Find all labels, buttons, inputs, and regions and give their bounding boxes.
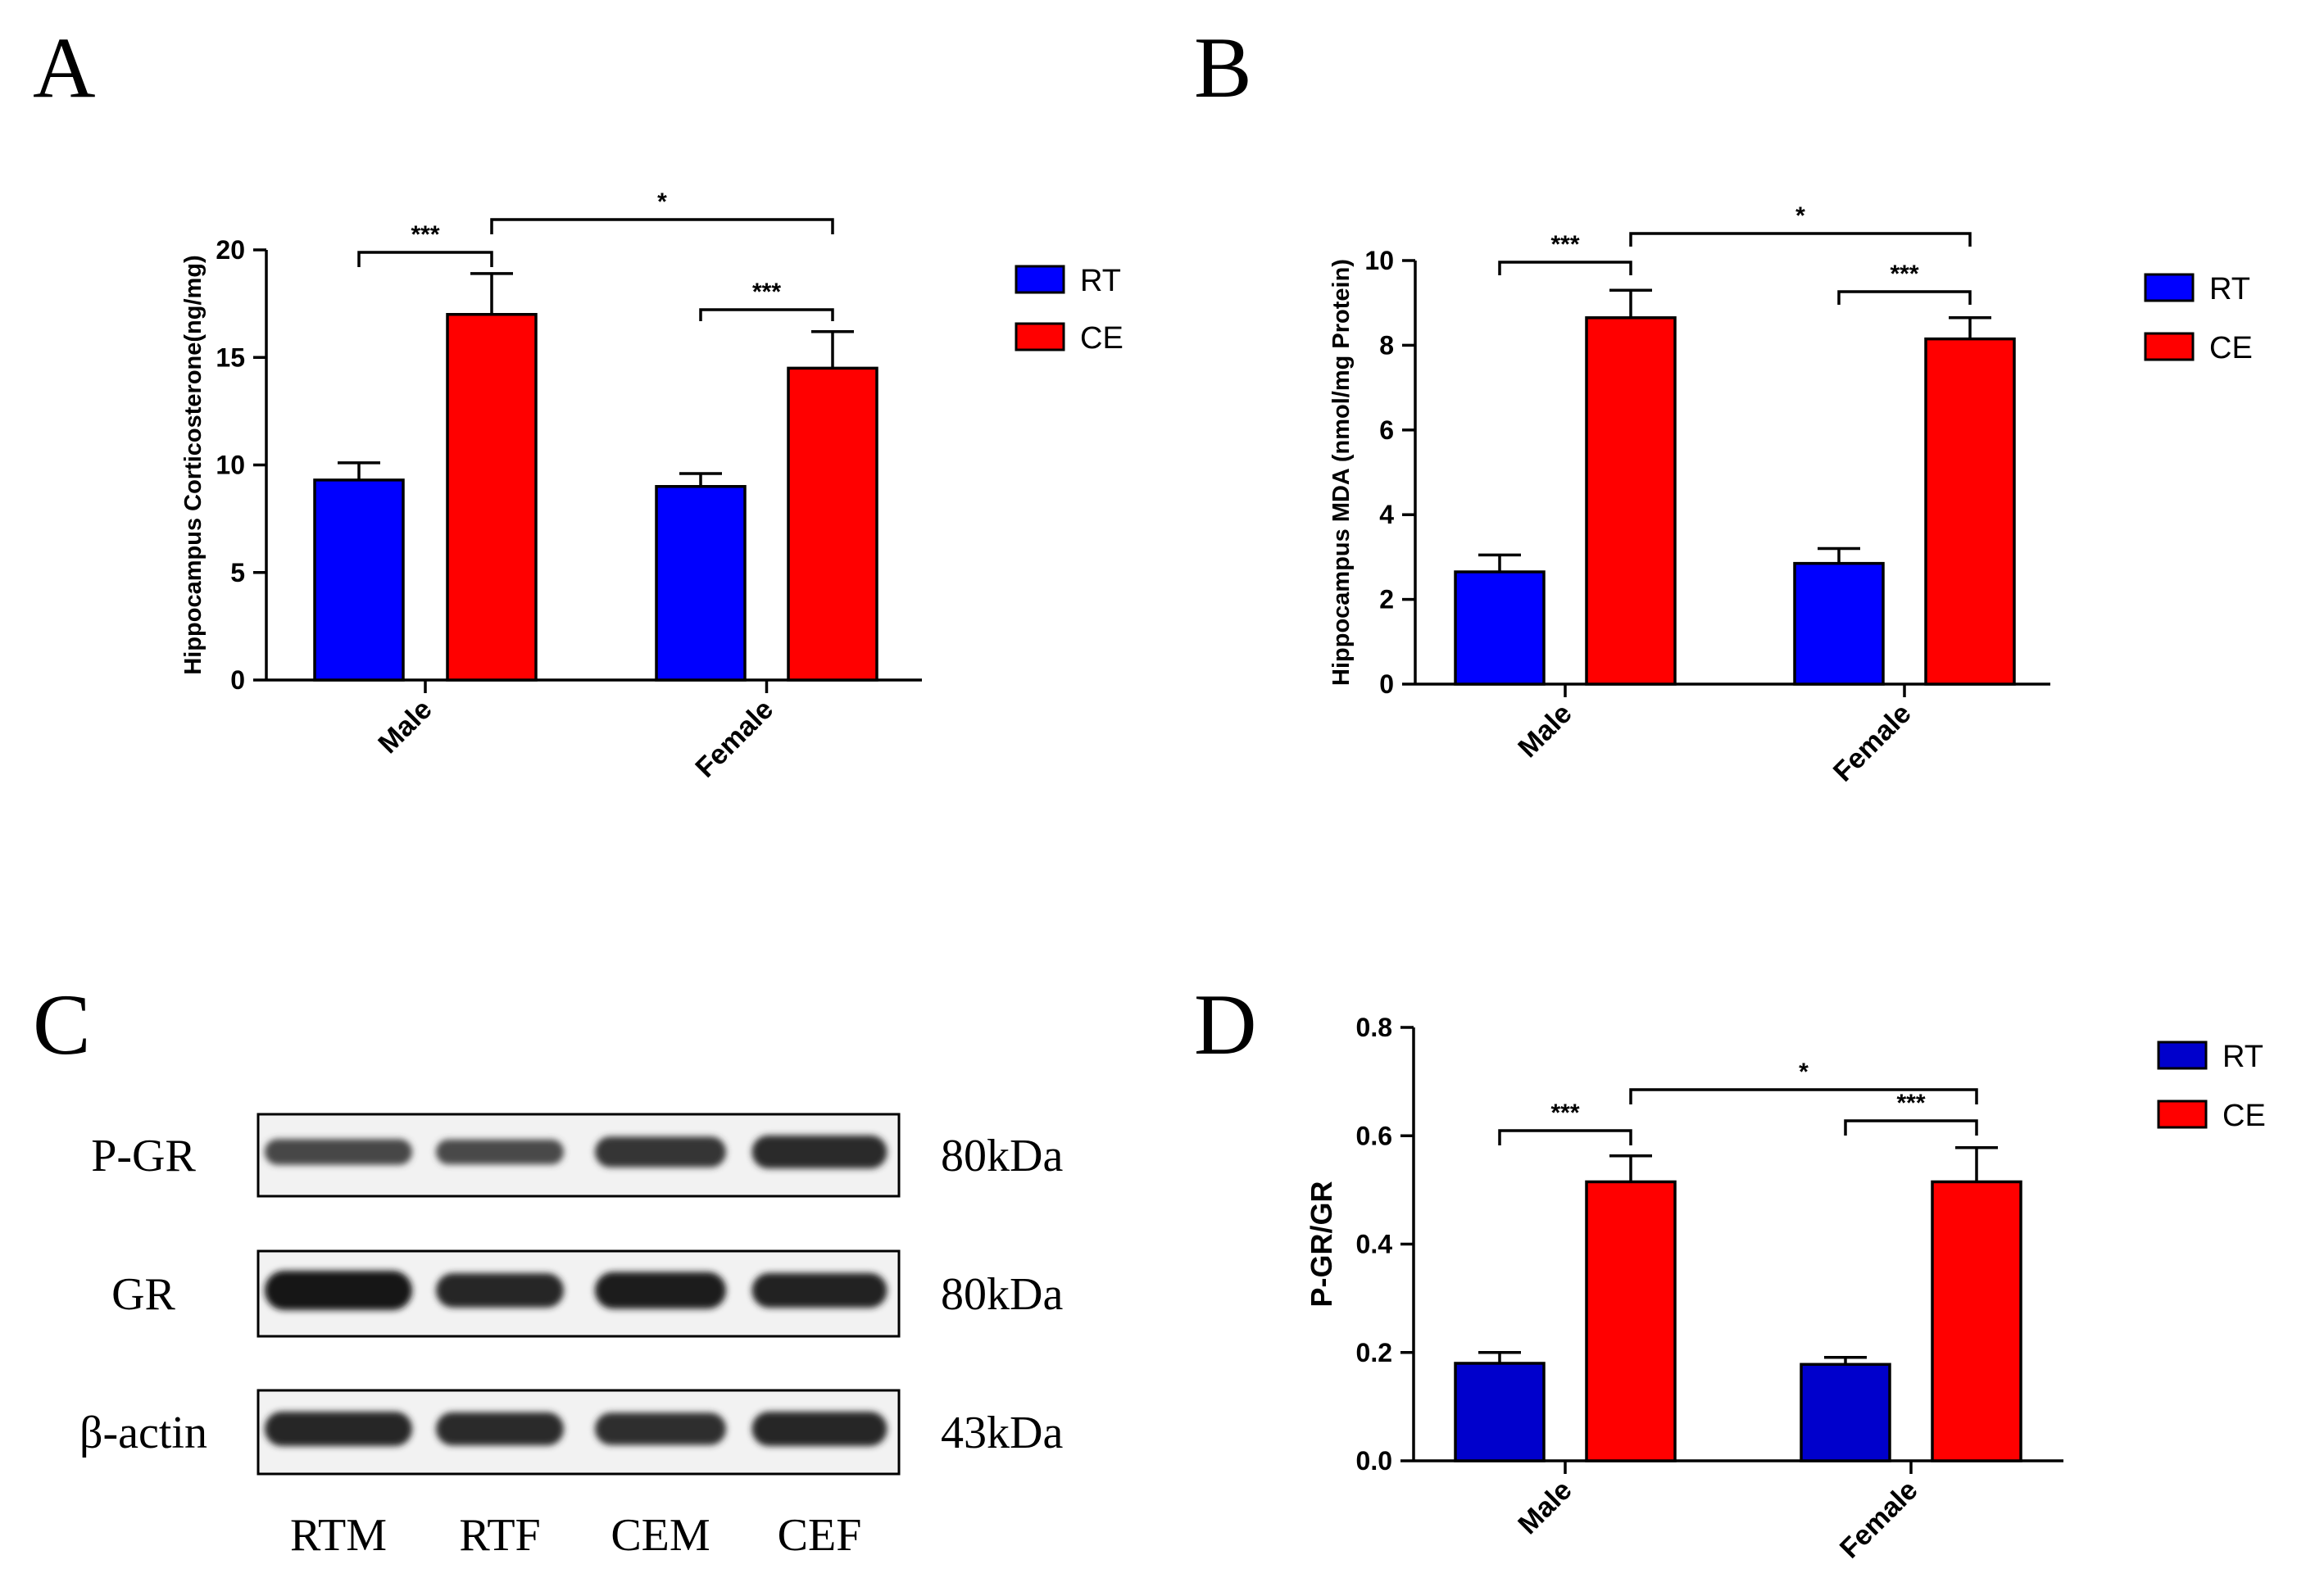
y-axis-title: Hippocampus MDA (nmol/mg Protein) (1328, 259, 1355, 686)
blot-band (595, 1272, 726, 1309)
significance-label: *** (752, 279, 781, 306)
x-tick-label: Female (1834, 1475, 1924, 1565)
bar-ce-male (1585, 316, 1677, 686)
blot-size-label: 43kDa (941, 1408, 1063, 1458)
bar-ce-female (787, 366, 878, 682)
panel-letter: A (33, 20, 96, 116)
chart-a: 0 5 10 15 20 Hippocampus Corticosterone(ng/mg… (180, 188, 1123, 784)
blot-band (265, 1271, 412, 1310)
significance-label: *** (1890, 261, 1918, 288)
legend-label: RT (1080, 264, 1121, 298)
blot-band (436, 1273, 564, 1308)
legend-label: CE (2209, 331, 2253, 365)
blot-lane-label: CEM (611, 1510, 710, 1561)
blot-row-label: GR (111, 1269, 175, 1320)
legend-swatch-rt (1015, 265, 1065, 294)
y-tick-label: 8 (1379, 330, 1394, 360)
blot-band (751, 1412, 887, 1446)
blot-band (595, 1412, 726, 1445)
significance-label: * (1799, 1059, 1809, 1086)
bar-rt-male (1454, 1362, 1546, 1462)
significance-bracket-male (357, 251, 493, 267)
significance-label: *** (1550, 231, 1579, 258)
panel-letter: D (1194, 977, 1257, 1072)
y-tick-label: 0 (1379, 669, 1394, 699)
y-tick-label: 10 (1364, 246, 1394, 275)
legend-swatch-rt (2157, 1041, 2208, 1070)
chart-b: 0 2 4 6 8 10 Hippocampus MDA (nmol/mg Protein)… (1328, 202, 2253, 788)
bar-rt-male (313, 478, 405, 682)
x-tick-label: Male (1512, 698, 1577, 764)
y-tick-label: 5 (230, 558, 245, 587)
blot-lane-label: RTM (290, 1510, 387, 1561)
blot-lane-label: RTF (459, 1510, 540, 1561)
blot-band (436, 1412, 564, 1446)
significance-label: *** (1896, 1090, 1925, 1117)
x-tick-label: Male (372, 694, 438, 759)
western-blot-c: P-GR 80kDa GR 80kDa β-actin 43kDa RTM RTF CEM CEF (79, 1113, 1063, 1561)
y-tick-label: 0.2 (1356, 1338, 1392, 1367)
y-tick-label: 4 (1379, 500, 1394, 529)
bar-rt-female (655, 485, 747, 682)
significance-label: * (657, 188, 667, 215)
y-tick-label: 0.8 (1356, 1013, 1392, 1042)
significance-bracket-male (1498, 1129, 1632, 1145)
legend-swatch-ce (1015, 322, 1065, 351)
y-tick-label: 0.0 (1356, 1446, 1392, 1476)
legend-swatch-ce (2157, 1100, 2208, 1129)
significance-bracket-female (1844, 1119, 1978, 1136)
blot-band (751, 1272, 887, 1308)
blot-band (436, 1139, 564, 1165)
panel-letter: B (1194, 20, 1252, 116)
x-tick-label: Female (1827, 698, 1918, 788)
y-tick-label: 0.6 (1356, 1121, 1392, 1150)
significance-label: *** (411, 221, 439, 248)
significance-bracket-ce (1629, 232, 1972, 247)
bar-ce-male (446, 313, 538, 682)
blot-band (595, 1136, 726, 1168)
significance-bracket-female (1837, 290, 1972, 305)
y-tick-label: 2 (1379, 585, 1394, 614)
legend-label: CE (2222, 1099, 2266, 1133)
y-tick-label: 10 (216, 451, 245, 480)
y-axis-title: Hippocampus Corticosterone(ng/mg) (180, 255, 207, 674)
bar-ce-female (1924, 337, 2016, 686)
y-tick-label: 0.4 (1356, 1230, 1393, 1259)
blot-row-label: β-actin (79, 1408, 207, 1458)
significance-label: * (1795, 202, 1805, 229)
blot-band (751, 1135, 887, 1169)
y-axis-title: P-GR/GR (1305, 1181, 1338, 1307)
legend-label: CE (1080, 321, 1123, 356)
panel-letter: C (33, 977, 91, 1072)
bar-rt-male (1454, 570, 1546, 686)
legend-swatch-rt (2144, 273, 2195, 302)
y-tick-label: 15 (216, 342, 245, 372)
bar-rt-female (1793, 561, 1885, 686)
bar-rt-female (1800, 1362, 1891, 1462)
blot-size-label: 80kDa (941, 1131, 1063, 1181)
significance-label: *** (1550, 1100, 1579, 1127)
blot-lane-label: CEF (778, 1510, 862, 1561)
legend-swatch-ce (2144, 332, 2195, 361)
significance-bracket-ce (490, 218, 834, 234)
y-tick-label: 20 (216, 235, 245, 265)
legend-label: RT (2222, 1040, 2263, 1074)
x-tick-label: Male (1512, 1475, 1577, 1540)
significance-bracket-male (1498, 261, 1632, 275)
significance-bracket-female (699, 308, 834, 321)
blot-band (265, 1139, 412, 1165)
bar-ce-male (1585, 1180, 1677, 1462)
y-tick-label: 0 (230, 665, 245, 695)
blot-row-label: P-GR (91, 1131, 196, 1181)
bar-ce-female (1931, 1180, 2022, 1462)
x-tick-label: Female (689, 694, 779, 784)
blot-size-label: 80kDa (941, 1269, 1063, 1320)
significance-bracket-ce (1629, 1088, 1978, 1104)
y-tick-label: 6 (1379, 415, 1394, 445)
blot-band (265, 1412, 412, 1446)
legend-label: RT (2209, 272, 2250, 306)
